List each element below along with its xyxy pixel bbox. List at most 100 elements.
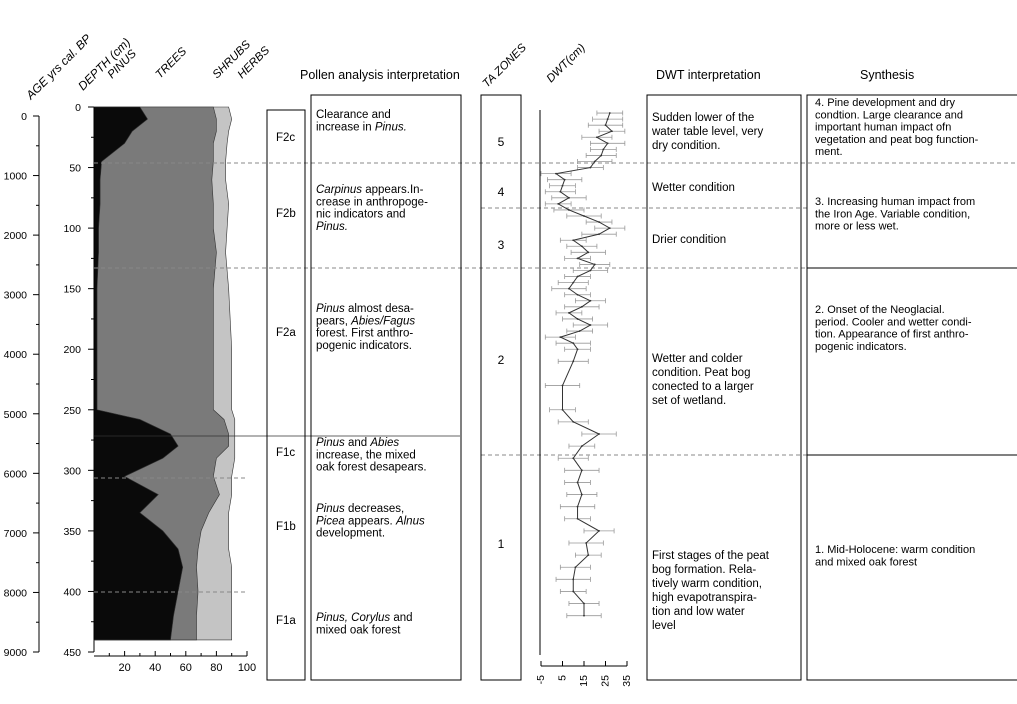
dwt-interpretation-text: Wetter and colder [652, 353, 743, 365]
pollen-zone-text: Picea appears. Alnus [316, 515, 425, 527]
dwt-point [587, 554, 590, 557]
dwt-point [583, 215, 585, 217]
depth-tick-label: 250 [63, 405, 81, 417]
dwt-point [576, 293, 579, 296]
percent-tick-label: 20 [118, 662, 130, 674]
synthesis-text: 2. Onset of the Neoglacial. [815, 304, 945, 316]
dwt-interpretation-text: set of wetland. [652, 395, 726, 407]
pollen-zone-box [266, 109, 306, 681]
dwt-point [583, 614, 585, 617]
age-tick-label: 5000 [4, 409, 28, 421]
dwt-header: DWT(cm) [545, 42, 588, 85]
dwt-point [593, 263, 596, 266]
dwt-point [561, 384, 564, 387]
dwt-interpretation-text: tively warm condition, [652, 578, 762, 590]
dwt-point [555, 172, 557, 175]
dwt-interpretation-text: conected to a larger [652, 381, 754, 393]
synthesis-text: the Iron Age. Variable condition, [815, 208, 970, 220]
dwt-point [606, 118, 609, 121]
age-tick-label: 8000 [4, 587, 28, 599]
pinus-area [93, 106, 184, 641]
dwt-point [572, 360, 575, 363]
pollen-zone-text: development. [316, 528, 385, 540]
dwt-point [589, 299, 592, 302]
dwt-point [583, 602, 585, 605]
synthesis-text: 3. Increasing human impact from [815, 196, 975, 208]
dwt-point [580, 245, 583, 248]
dwt-point [580, 445, 583, 448]
ta-zone-label: 2 [498, 353, 505, 367]
dwt-interpretation-text: tion and low water [652, 606, 745, 618]
dwt-point [561, 408, 564, 411]
dwt-point [572, 420, 575, 423]
synthesis-text: period. Cooler and wetter condi- [815, 316, 972, 328]
pollen-zone-label: F1c [276, 447, 295, 459]
synthesis-text: and mixed oak forest [815, 556, 917, 568]
pollen-zone-text: Pinus almost desa- [316, 303, 414, 315]
dwt-point [576, 318, 579, 320]
dwt-interpretation-text: bog formation. Rela- [652, 564, 756, 576]
dwt-point [589, 324, 592, 326]
dwt-point [572, 281, 575, 284]
synthesis-text: more or less wet. [815, 221, 899, 233]
dwt-interpretation-text: water table level, very [651, 126, 763, 138]
dwt-point [580, 493, 583, 496]
pollen-zone-text: Pinus. [316, 221, 348, 233]
synthesis-text: tion. Appearance of first anthro- [815, 329, 969, 341]
dwt-point [576, 257, 579, 260]
dwt-point [589, 166, 592, 169]
age-tick-label: 0 [21, 111, 27, 123]
pollen-zone-label: F2c [276, 132, 295, 144]
dwt-point [587, 251, 590, 254]
dwt-point [576, 481, 579, 484]
pollen-zone-text: Pinus decreases, [316, 503, 404, 515]
dwt-point [576, 517, 579, 520]
age-tick-label: 6000 [4, 468, 28, 480]
dwt-point [589, 269, 592, 272]
pollen-zone-label: F2b [276, 208, 296, 220]
pollen-zone-text: increase in Pinus. [316, 121, 407, 133]
dwt-point [585, 542, 588, 544]
dwt-tick-label: 15 [578, 675, 590, 687]
dwt-interpretation-text: dry condition. [652, 140, 720, 152]
dwt-point [580, 305, 583, 308]
dwt-point [608, 227, 611, 230]
dwt-line [554, 112, 613, 616]
depth-tick-label: 50 [69, 163, 81, 175]
dwt-interpretation-text: Drier condition [652, 234, 726, 246]
depth-tick-label: 300 [63, 465, 81, 477]
pollen-zone-text: oak forest desapears. [316, 462, 427, 474]
depth-tick-label: 100 [63, 223, 81, 235]
dwt-point [574, 566, 577, 569]
dwt-tick-label: -5 [535, 675, 547, 684]
dwt-point [598, 433, 600, 435]
dwt-point [576, 275, 579, 278]
dwt-point [559, 190, 562, 193]
synthesis-text: condtion. Large clearance and [815, 109, 963, 121]
percent-tick-label: 80 [210, 662, 222, 674]
dwt-interpretation-box [646, 94, 802, 681]
dwt-point [600, 154, 603, 157]
dwt-interpretation-text: Sudden lower of the [652, 112, 754, 124]
dwt-point [604, 124, 607, 127]
dwt-point [576, 348, 579, 351]
dwt-point [593, 160, 596, 163]
dwt-interpretation-text: condition. Peat bog [652, 367, 750, 379]
trees-header: TREES [154, 45, 190, 81]
dwt-interpretation-text: high evapotranspira- [652, 592, 757, 604]
pollen-zone-text: Carpinus appears.In- [316, 184, 424, 196]
age-tick-label: 9000 [4, 647, 28, 659]
pollen-zone-text: Pinus and Abies [316, 437, 399, 449]
pollen-zone-label: F1a [276, 615, 296, 627]
dwt-point [568, 287, 570, 290]
depth-tick-label: 200 [63, 344, 81, 356]
dwt-point [561, 184, 564, 187]
pollen-zone-text: pogenic indicators. [316, 340, 412, 352]
age-tick-label: 4000 [4, 349, 28, 361]
dwt-point [580, 469, 583, 472]
age-tick-label: 7000 [4, 528, 28, 540]
dwt-point [568, 196, 570, 199]
pollen-zone-label: F1b [276, 521, 296, 533]
pollen-zone-text: increase, the mixed [316, 449, 416, 461]
